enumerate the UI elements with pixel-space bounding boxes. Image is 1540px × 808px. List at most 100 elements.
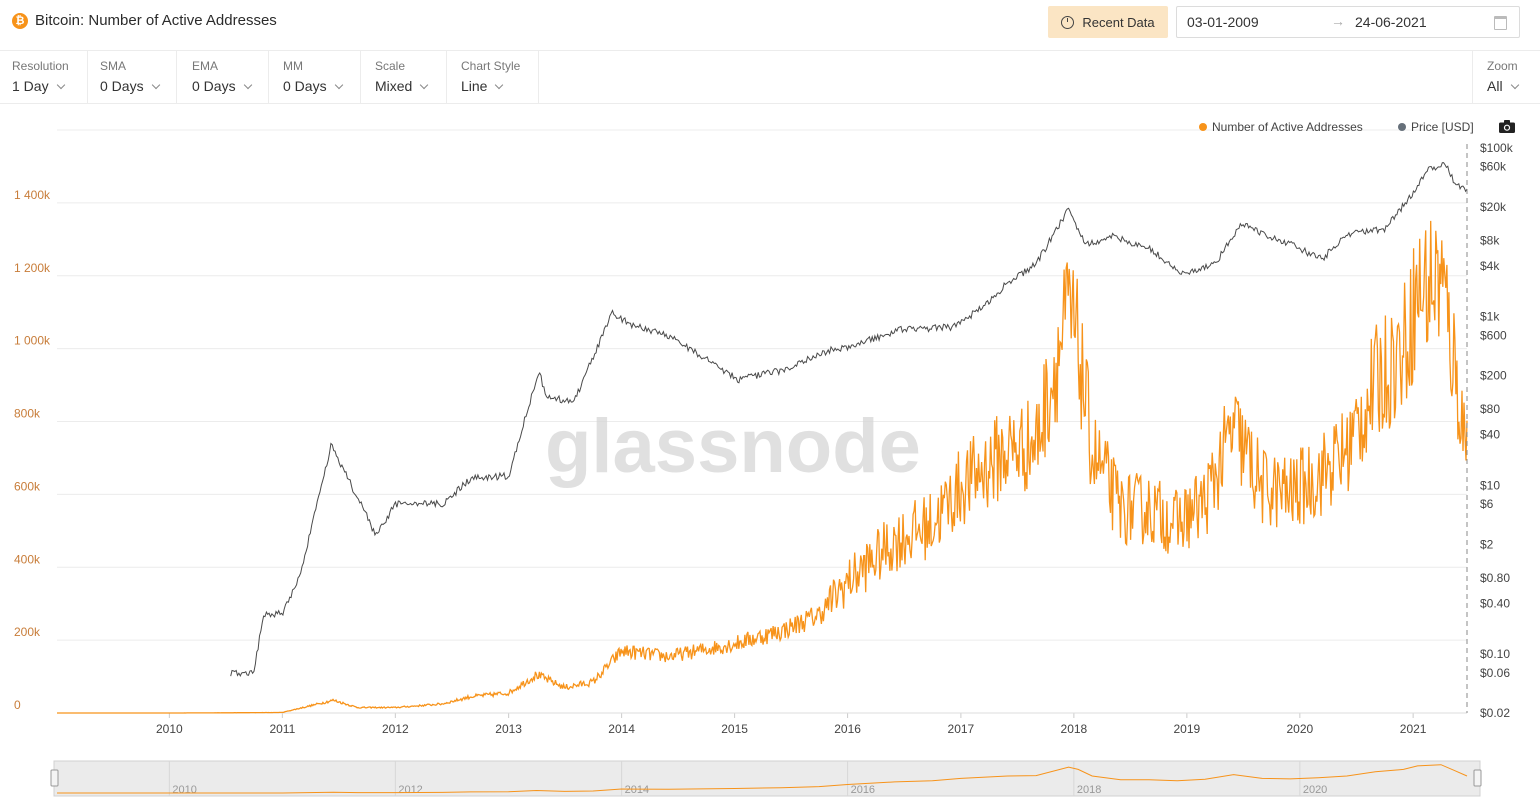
scale-value: Mixed (375, 78, 429, 94)
date-end-input[interactable]: 24-06-2021 (1355, 14, 1427, 30)
x-tick-label: 2020 (1286, 722, 1313, 736)
series-line-addresses (57, 220, 1468, 714)
legend-label: Number of Active Addresses (1212, 120, 1363, 134)
chevron-down-icon (1510, 80, 1519, 90)
y-tick-label: 800k (14, 407, 41, 421)
bitcoin-icon: ₿ (12, 12, 28, 29)
chart-style-value: Line (461, 78, 504, 94)
legend-item-addresses[interactable]: Number of Active Addresses (1199, 120, 1363, 134)
y2-tick-label: $0.80 (1480, 571, 1510, 585)
x-tick-label: 2014 (608, 722, 635, 736)
watermark: glassnode (545, 404, 921, 489)
recent-data-button[interactable]: Recent Data (1048, 6, 1168, 38)
x-tick-label: 2010 (156, 722, 183, 736)
x-tick-label: 2011 (269, 722, 295, 736)
resolution-label: Resolution (12, 59, 69, 73)
mm-dropdown[interactable]: MM 0 Days (271, 51, 361, 103)
x-tick-label: 2016 (834, 722, 861, 736)
x-tick-label: 2012 (382, 722, 409, 736)
ema-dropdown[interactable]: EMA 0 Days (180, 51, 269, 103)
navigator-tick-label: 2020 (1303, 784, 1327, 796)
x-tick-label: 2021 (1400, 722, 1427, 736)
sma-label: SMA (100, 59, 127, 73)
y-tick-label: 400k (14, 552, 41, 566)
mm-value: 0 Days (283, 78, 343, 94)
y-tick-label: 200k (14, 625, 41, 639)
x-tick-label: 2018 (1061, 722, 1088, 736)
y-tick-label: 1 000k (14, 334, 51, 348)
resolution-value: 1 Day (12, 78, 65, 94)
page-title: Bitcoin: Number of Active Addresses (35, 12, 277, 29)
y2-tick-label: $4k (1480, 259, 1500, 273)
y2-tick-label: $60k (1480, 160, 1507, 174)
legend-swatch (1398, 123, 1406, 131)
y2-tick-label: $600 (1480, 328, 1507, 342)
ema-value: 0 Days (192, 78, 252, 94)
resolution-dropdown[interactable]: Resolution 1 Day (0, 51, 88, 103)
chevron-down-icon (495, 80, 504, 90)
title-wrap: ₿ Bitcoin: Number of Active Addresses (12, 12, 277, 29)
date-range-picker[interactable]: 03-01-2009 → 24-06-2021 (1176, 6, 1520, 38)
navigator-series (57, 764, 1468, 794)
y2-tick-label: $8k (1480, 234, 1500, 248)
x-tick-label: 2019 (1174, 722, 1201, 736)
y2-tick-label: $200 (1480, 369, 1507, 383)
series-line-price (230, 162, 1468, 678)
arrow-right-icon: → (1331, 13, 1345, 29)
x-tick-label: 2017 (948, 722, 975, 736)
chart-style-label: Chart Style (461, 59, 521, 73)
y2-tick-label: $1k (1480, 310, 1500, 324)
y2-tick-label: $40 (1480, 428, 1500, 442)
y2-tick-label: $20k (1480, 200, 1507, 214)
sma-value: 0 Days (100, 78, 160, 94)
navigator[interactable]: 2010 2012 2014 2016 2018 2020 (50, 760, 1482, 797)
y2-tick-label: $0.06 (1480, 666, 1510, 680)
scale-dropdown[interactable]: Scale Mixed (363, 51, 447, 103)
x-tick-label: 2015 (721, 722, 748, 736)
navigator-tick-label: 2016 (851, 784, 875, 796)
chart-toolbar: Resolution 1 Day SMA 0 Days EMA 0 Days M… (0, 50, 1540, 104)
y2-tick-label: $0.40 (1480, 596, 1510, 610)
sma-dropdown[interactable]: SMA 0 Days (88, 51, 177, 103)
y2-tick-label: $0.10 (1480, 647, 1510, 661)
recent-data-label: Recent Data (1082, 14, 1155, 30)
ema-label: EMA (192, 59, 219, 73)
navigator-tick-label: 2018 (1077, 784, 1101, 796)
navigator-handle-left[interactable] (50, 769, 59, 787)
x-tick-label: 2013 (495, 722, 522, 736)
chevron-down-icon (56, 80, 65, 90)
y2-tick-label: $6 (1480, 497, 1494, 511)
y2-tick-label: $0.02 (1480, 706, 1510, 720)
clock-icon (1061, 15, 1075, 29)
navigator-window (53, 760, 1481, 797)
y-tick-label: 0 (14, 698, 21, 712)
y-tick-label: 1 400k (14, 188, 51, 202)
legend-swatch (1199, 123, 1207, 131)
chevron-down-icon (151, 80, 160, 90)
navigator-tick-label: 2014 (625, 784, 649, 796)
legend-label: Price [USD] (1411, 120, 1474, 134)
navigator-tick-label: 2012 (398, 784, 422, 796)
y2-tick-label: $10 (1480, 478, 1500, 492)
navigator-handle-right[interactable] (1473, 769, 1482, 787)
chevron-down-icon (334, 80, 343, 90)
zoom-value: All (1487, 78, 1519, 94)
mm-label: MM (283, 59, 303, 73)
legend-item-price[interactable]: Price [USD] (1398, 120, 1474, 134)
header: ₿ Bitcoin: Number of Active Addresses Re… (0, 0, 1540, 48)
y-tick-label: 600k (14, 479, 41, 493)
chevron-down-icon (420, 80, 429, 90)
chart[interactable]: 0 200k 400k 600k 800k 1 000k 1 200k 1 400k $0.02… (0, 104, 1540, 808)
y2-tick-label: $80 (1480, 402, 1500, 416)
y-tick-label: 1 200k (14, 261, 51, 275)
navigator-tick-label: 2010 (172, 784, 196, 796)
chevron-down-icon (243, 80, 252, 90)
scale-label: Scale (375, 59, 406, 73)
calendar-icon[interactable] (1494, 16, 1507, 30)
camera-icon[interactable] (1499, 120, 1515, 133)
zoom-dropdown[interactable]: Zoom All (1472, 51, 1540, 103)
date-start-input[interactable]: 03-01-2009 (1187, 14, 1259, 30)
zoom-label: Zoom (1487, 59, 1518, 73)
y2-tick-label: $2 (1480, 537, 1494, 551)
chart-style-dropdown[interactable]: Chart Style Line (449, 51, 539, 103)
